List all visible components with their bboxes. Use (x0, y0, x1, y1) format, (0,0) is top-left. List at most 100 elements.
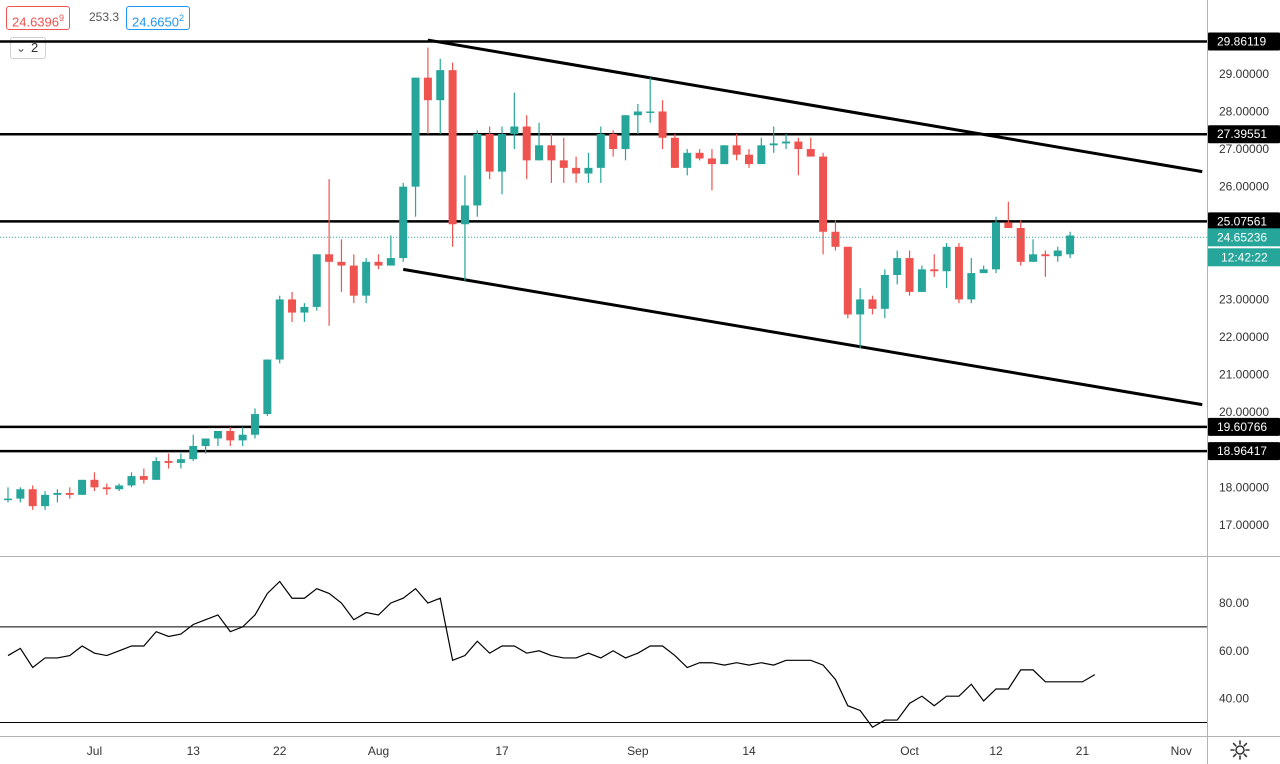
price-axis-tick-label: 18.00000 (1219, 480, 1269, 494)
candle-body (633, 111, 642, 116)
oscillator-axis-tick-label: 60.00 (1219, 644, 1249, 658)
candle-body (115, 485, 124, 490)
candle-body (967, 273, 976, 300)
candle-body (572, 167, 581, 174)
price-axis-tick-label: 27.00000 (1219, 142, 1269, 156)
candle-body (856, 299, 865, 315)
price-axis-tick-label: 29.00000 (1219, 67, 1269, 81)
candle-body (152, 461, 161, 480)
indicator-count: 2 (31, 40, 39, 55)
candle-body (485, 134, 494, 172)
level-price-tag (1208, 212, 1280, 231)
candle-body (263, 359, 272, 415)
candle-body (4, 498, 12, 501)
candle-body (65, 492, 74, 495)
candle-body (325, 254, 334, 262)
candle-body (596, 134, 605, 168)
time-axis-tick-label: 12 (989, 744, 1003, 758)
trend-line-lower (402, 267, 1203, 407)
candle-body (646, 111, 655, 113)
candle-body (510, 126, 519, 135)
candle-body (930, 269, 939, 272)
candle-body (399, 186, 408, 259)
candle-body (954, 246, 963, 300)
time-axis-tick-label: 14 (742, 744, 756, 758)
candle-body (498, 134, 506, 172)
candle-body (782, 141, 791, 144)
candle-body (1004, 222, 1013, 228)
level-price-tag (1208, 32, 1280, 51)
candle-body (794, 141, 803, 150)
candle-body (1053, 250, 1062, 257)
candle-body (41, 494, 50, 507)
level-price-label: 29.86119 (1217, 35, 1266, 49)
level-price-label: 18.96417 (1217, 444, 1267, 458)
candle-body (238, 434, 247, 441)
candle-body (300, 306, 309, 313)
bid-price-box[interactable]: 24.63969 (6, 6, 71, 30)
level-price-tag (1208, 442, 1280, 461)
countdown-label: 12:42:22 (1221, 250, 1268, 264)
candle-body (349, 265, 358, 296)
candle-body (720, 145, 729, 165)
candle-body (374, 261, 383, 266)
candle-body (53, 492, 62, 495)
time-axis-tick-label: Nov (1171, 744, 1192, 758)
candle-body (460, 205, 469, 225)
candle-body (658, 111, 667, 138)
price-axis-tick-label: 17.00000 (1219, 518, 1269, 532)
ask-price-box[interactable]: 24.66502 (126, 6, 191, 30)
candle-body (609, 134, 618, 150)
candle-body (547, 145, 556, 161)
candle-body (90, 479, 99, 488)
candle-body (1029, 254, 1038, 262)
candle-body (695, 152, 704, 159)
candle-body (880, 274, 889, 309)
ask-price: 24.6650 (132, 14, 179, 30)
candle-body (819, 156, 828, 232)
candle-body (226, 430, 235, 441)
candle-body (337, 261, 346, 266)
bid-price-sup: 9 (59, 13, 65, 23)
candle-body (189, 446, 198, 460)
candle-body (868, 299, 877, 309)
candle-body (288, 299, 297, 313)
candle-body (176, 459, 185, 463)
gear-icon[interactable] (1228, 738, 1252, 762)
time-axis-tick-label: 13 (187, 744, 201, 758)
last-price-label: 24.65236 (1217, 230, 1267, 244)
candle-body (28, 489, 37, 507)
time-axis-tick-label: Sep (627, 744, 649, 758)
candle-body (670, 137, 679, 168)
last-price-tag (1208, 228, 1280, 247)
candle-body (275, 299, 284, 360)
countdown-tag (1208, 248, 1280, 267)
candle-body (312, 254, 321, 307)
price-axis-tick-label: 22.00000 (1219, 330, 1269, 344)
trend-line-upper (427, 38, 1203, 174)
candle-body (831, 231, 840, 247)
candle-body (745, 154, 753, 165)
candle-body (757, 145, 766, 165)
candle-body (423, 77, 432, 101)
candle-body (411, 77, 420, 187)
ask-price-sup: 2 (179, 13, 185, 23)
level-price-label: 27.39551 (1217, 127, 1267, 141)
bid-price: 24.6396 (12, 14, 59, 30)
time-axis-tick-label: 22 (273, 744, 287, 758)
time-axis-tick-label: Jul (87, 744, 102, 758)
candle-body (584, 167, 593, 174)
level-price-label: 25.07561 (1217, 214, 1267, 228)
candle-body (979, 269, 988, 274)
candle-body (1066, 235, 1075, 255)
oscillator-line (7, 580, 1096, 729)
candle-body (448, 70, 457, 225)
level-price-tag (1208, 125, 1280, 144)
candle-body (1041, 254, 1050, 257)
candle-body (102, 487, 111, 490)
level-price-label: 19.60766 (1217, 420, 1267, 434)
candle-body (386, 258, 395, 266)
time-axis-tick-label: 21 (1076, 744, 1090, 758)
price-axis-tick-label: 23.00000 (1219, 292, 1269, 306)
